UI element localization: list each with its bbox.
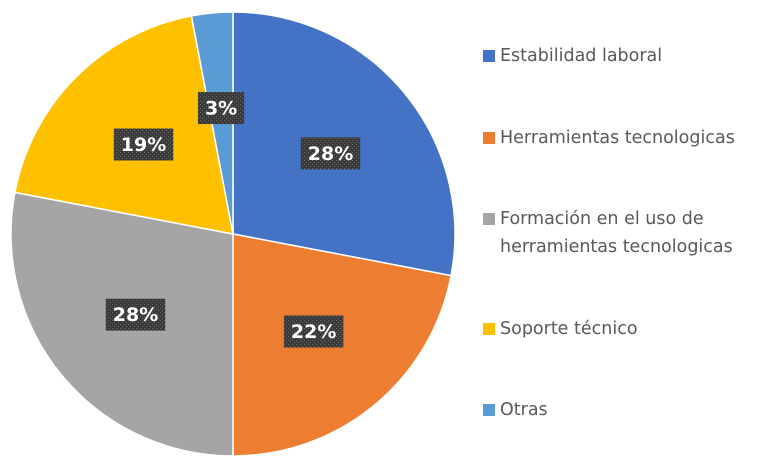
- legend-swatch: [483, 322, 495, 335]
- data-label-text: 19%: [121, 134, 166, 156]
- legend-item: Formación en el uso de herramientas tecn…: [483, 205, 773, 261]
- data-label-text: 28%: [113, 304, 158, 326]
- legend-label: Estabilidad laboral: [500, 46, 663, 66]
- legend-item: Estabilidad laboral: [483, 42, 773, 70]
- legend-label: Formación en el uso de herramientas tecn…: [500, 209, 733, 257]
- data-label-text: 28%: [308, 143, 353, 165]
- data-label-box: [113, 128, 174, 161]
- data-label-box: [197, 92, 245, 125]
- legend-swatch: [483, 213, 495, 225]
- legend-item: Otras: [483, 396, 773, 424]
- legend-label: Soporte técnico: [500, 318, 638, 339]
- data-label: 3%: [197, 92, 245, 125]
- pie-area: 28% 22% 28% 19% 3%: [10, 11, 456, 457]
- legend-swatch: [483, 404, 495, 416]
- data-label: 19%: [113, 128, 174, 161]
- data-label-box: [105, 298, 166, 331]
- pie-slice: [14, 15, 234, 235]
- legend-label: Otras: [500, 400, 548, 420]
- legend: Estabilidad laboral Herramientas tecnolog…: [483, 42, 773, 424]
- data-label-text: 3%: [205, 98, 237, 120]
- legend-label: Herramientas tecnologicas: [500, 127, 735, 148]
- legend-swatch: [483, 131, 495, 144]
- legend-item: Soporte técnico: [483, 315, 773, 343]
- legend-swatch: [483, 50, 495, 62]
- data-label: 28%: [105, 298, 166, 331]
- data-label-text: 22%: [291, 321, 336, 343]
- data-label: 28%: [300, 137, 361, 170]
- data-label-box: [283, 315, 344, 348]
- data-label-box: [300, 137, 361, 170]
- legend-item: Herramientas tecnologicas: [483, 124, 773, 152]
- data-label: 22%: [283, 315, 344, 348]
